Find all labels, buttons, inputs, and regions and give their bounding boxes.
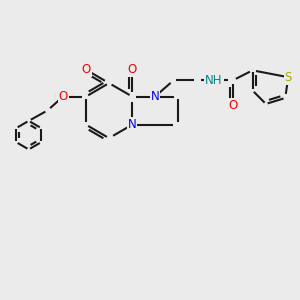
Text: O: O [229,99,238,112]
Text: O: O [128,63,137,76]
Text: O: O [58,90,68,103]
Text: NH: NH [205,74,223,87]
Text: S: S [284,71,292,84]
Text: N: N [151,90,159,103]
Text: O: O [82,63,91,76]
Text: N: N [128,118,136,131]
